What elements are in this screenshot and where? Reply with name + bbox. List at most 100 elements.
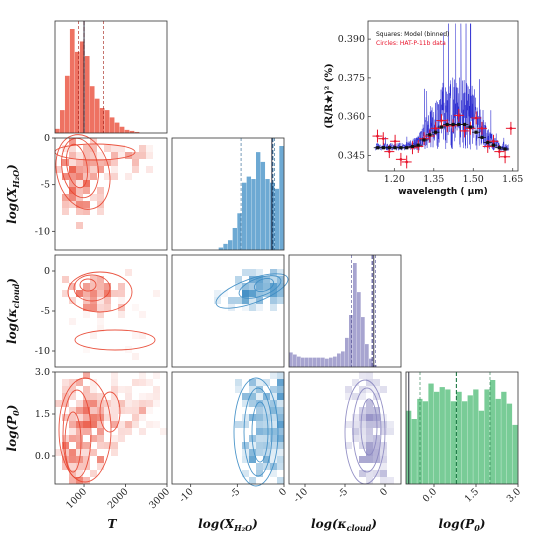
density-cell xyxy=(366,386,373,393)
density-cell xyxy=(83,400,90,407)
density-contour xyxy=(352,387,382,473)
density-cell xyxy=(83,421,90,428)
density-cell xyxy=(76,407,83,414)
density-cell xyxy=(104,290,111,297)
density-cell xyxy=(366,442,373,449)
density-cell xyxy=(139,152,146,159)
density-cell xyxy=(76,379,83,386)
density-cell xyxy=(97,456,104,463)
density-cell xyxy=(277,421,284,428)
density-cell xyxy=(76,208,83,215)
density-cell xyxy=(76,290,83,297)
hist-bar xyxy=(260,161,266,250)
density-cell xyxy=(132,353,139,360)
density-cell xyxy=(242,393,249,400)
spec-x-label: wavelength ( μm) xyxy=(398,187,488,197)
density-cell xyxy=(256,283,263,290)
density-cell xyxy=(90,152,97,159)
density-cell xyxy=(83,393,90,400)
density-cell xyxy=(270,290,277,297)
density-cell xyxy=(132,421,139,428)
hist-bar xyxy=(309,357,313,367)
density-cell xyxy=(76,166,83,173)
y-tick-label: 0.0 xyxy=(35,451,50,462)
density-cell xyxy=(153,290,160,297)
density-cell xyxy=(270,297,277,304)
density-cell xyxy=(366,456,373,463)
density-cell xyxy=(263,456,270,463)
density-cell xyxy=(90,152,97,159)
density-cell xyxy=(104,283,111,290)
density-cell xyxy=(139,152,146,159)
density-cell xyxy=(69,166,76,173)
hist-bar xyxy=(333,356,337,367)
panel-frame xyxy=(171,254,285,368)
density-cell xyxy=(76,201,83,208)
density-cell xyxy=(146,145,153,152)
spec-y-tick-label: 0.345 xyxy=(338,150,365,161)
density-cell xyxy=(359,435,366,442)
density-cell xyxy=(118,311,125,318)
hist-bar xyxy=(84,56,90,133)
density-cell xyxy=(62,386,69,393)
density-cell xyxy=(139,332,146,339)
density-cell xyxy=(132,400,139,407)
data-point xyxy=(503,155,507,159)
data-point xyxy=(492,139,495,143)
density-contour xyxy=(73,274,111,302)
density-cell xyxy=(83,152,90,159)
density-T-p0 xyxy=(55,372,167,484)
density-cell xyxy=(277,449,284,456)
density-cell xyxy=(270,400,277,407)
density-cell xyxy=(249,456,256,463)
data-point xyxy=(393,139,397,143)
y-tick-label: -5 xyxy=(41,180,50,191)
density-cell xyxy=(97,187,104,194)
hist-bar xyxy=(484,389,490,484)
density-cell xyxy=(111,435,118,442)
density-cell xyxy=(359,421,366,428)
density-cell xyxy=(270,470,277,477)
density-cell xyxy=(69,152,76,159)
density-cell xyxy=(277,442,284,449)
legend-model: Squares: Model (binned) xyxy=(376,31,449,38)
density-cell xyxy=(104,442,111,449)
density-cell xyxy=(249,290,256,297)
density-cell xyxy=(83,173,90,180)
data-point xyxy=(498,150,501,153)
density-cell xyxy=(277,477,284,484)
density-cell xyxy=(277,393,284,400)
density-cell xyxy=(263,276,270,283)
density-cell xyxy=(62,290,69,297)
density-cell xyxy=(118,290,125,297)
binned-model-square xyxy=(422,138,426,142)
density-cell xyxy=(69,166,76,173)
density-cell xyxy=(263,435,270,442)
density-cell xyxy=(256,414,263,421)
hist-bar xyxy=(450,401,457,484)
density-cell xyxy=(263,283,270,290)
density-cell xyxy=(277,386,284,393)
density-cell xyxy=(97,276,104,283)
density-cell xyxy=(118,400,125,407)
density-cell xyxy=(270,386,277,393)
density-cell xyxy=(242,297,249,304)
density-cell xyxy=(111,386,118,393)
density-cell xyxy=(270,304,277,311)
density-cell xyxy=(366,407,373,414)
density-cell xyxy=(235,297,242,304)
density-cell xyxy=(69,166,76,173)
hist-bar xyxy=(134,131,140,133)
binned-model-square xyxy=(416,143,420,147)
density-cell xyxy=(263,428,270,435)
density-cell xyxy=(249,283,256,290)
density-cell xyxy=(132,407,139,414)
density-cell xyxy=(277,407,284,414)
density-cell xyxy=(118,400,125,407)
density-cell xyxy=(373,379,380,386)
density-cell xyxy=(263,276,270,283)
density-cell xyxy=(249,393,256,400)
density-cell xyxy=(277,428,284,435)
density-cell xyxy=(249,276,256,283)
density-cell xyxy=(373,442,380,449)
